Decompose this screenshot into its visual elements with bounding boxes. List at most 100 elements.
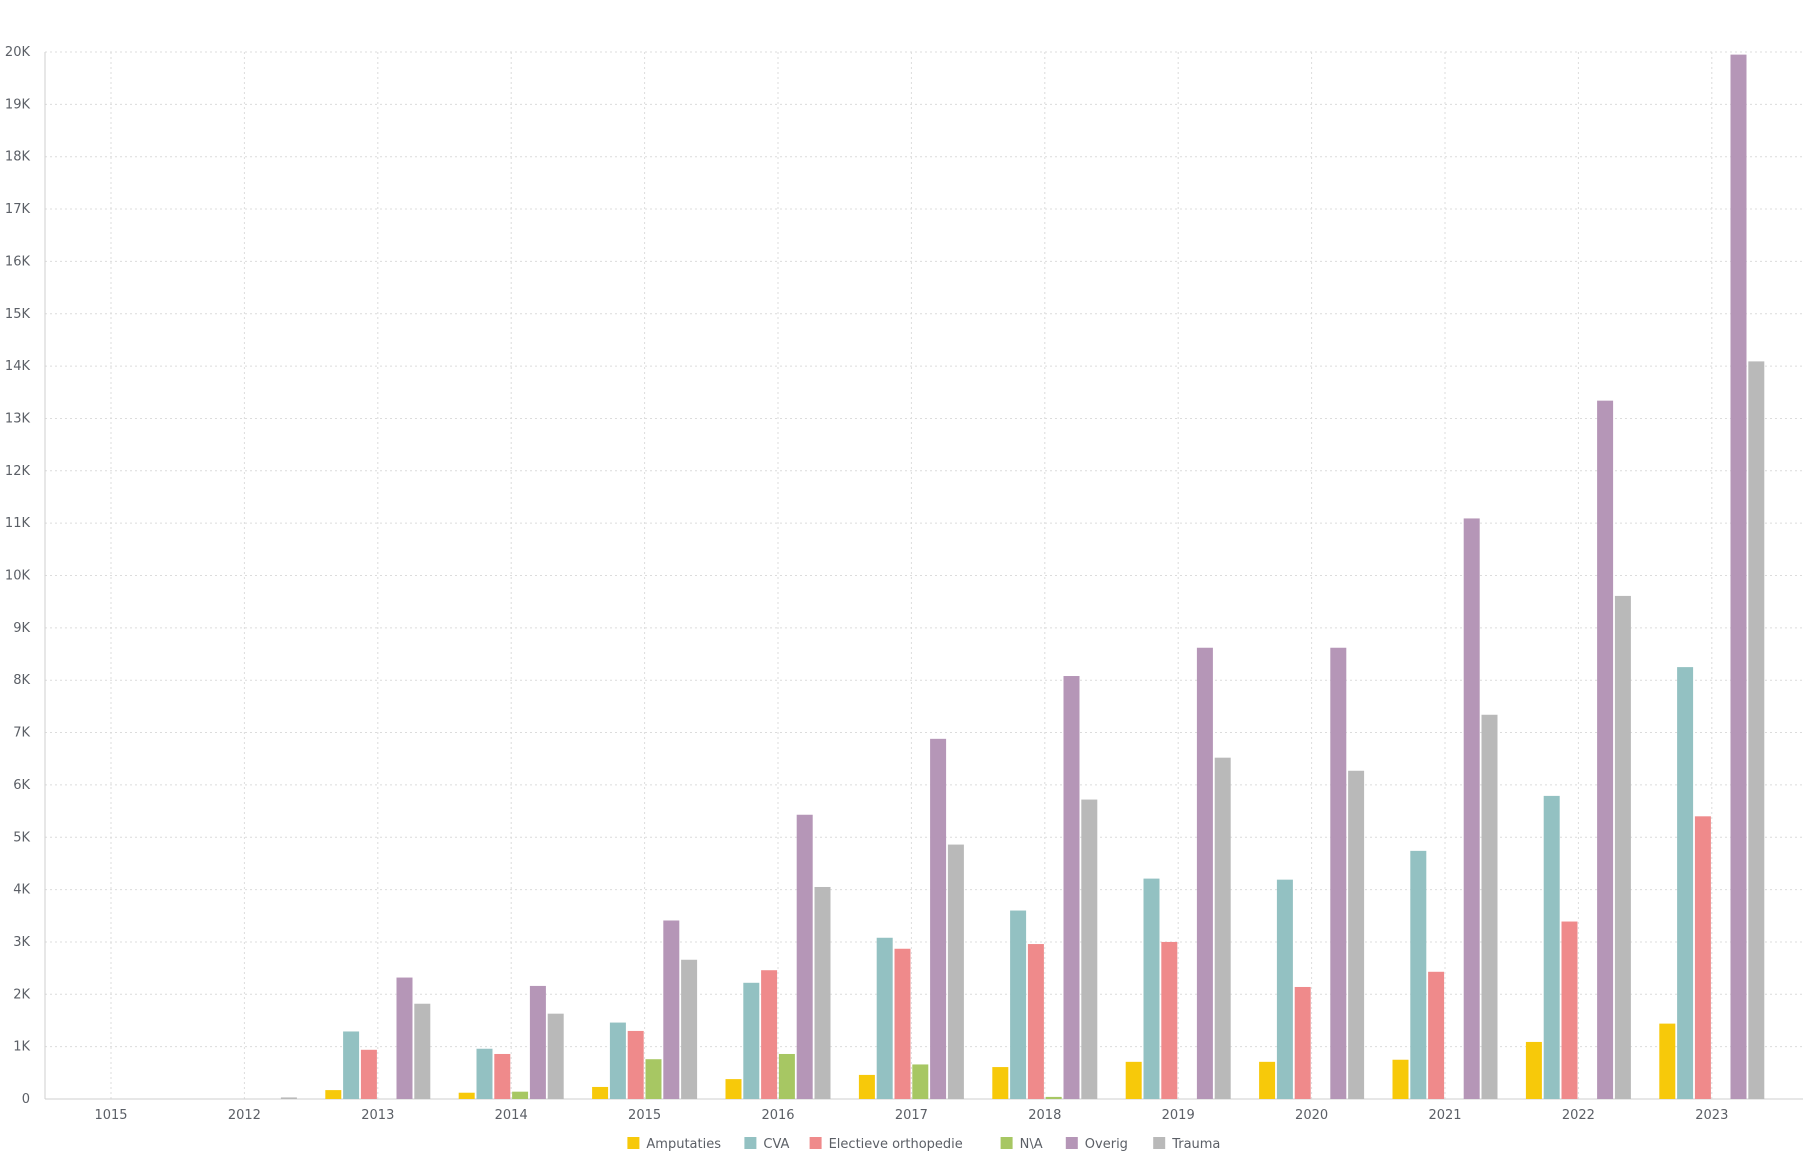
bar-amputaties-2014[interactable] <box>458 1092 475 1099</box>
bar-trauma-2012[interactable] <box>280 1097 297 1099</box>
y-tick-label: 6K <box>13 778 30 793</box>
bar-cva-2019[interactable] <box>1143 878 1160 1099</box>
bar-overig-2016[interactable] <box>796 814 813 1099</box>
bar-overig-2015[interactable] <box>663 920 680 1099</box>
y-tick-label: 16K <box>5 254 31 269</box>
bar-cva-2013[interactable] <box>343 1031 360 1099</box>
bar-overig-2018[interactable] <box>1063 676 1080 1099</box>
x-tick-label: 2021 <box>1428 1108 1461 1123</box>
bar-cva-2022[interactable] <box>1543 795 1560 1099</box>
bar-trauma-2019[interactable] <box>1214 757 1231 1099</box>
bar-amputaties-2017[interactable] <box>858 1074 875 1099</box>
y-tick-label: 12K <box>5 464 31 479</box>
bar-cva-2017[interactable] <box>876 937 893 1099</box>
legend-swatch <box>1153 1137 1166 1149</box>
y-axis-ticks: 0 1K 2K 3K 4K 5K 6K 7K 8K 9K 10K 11K 12K 13K 14K 15K 16K… <box>5 45 31 1107</box>
legend-item-cva[interactable]: CVA <box>744 1137 790 1152</box>
bar-amputaties-2015[interactable] <box>592 1086 609 1099</box>
bar-electieve-orthopedie-2017[interactable] <box>894 948 911 1099</box>
y-tick-label: 17K <box>5 202 31 217</box>
y-tick-label: 19K <box>5 97 31 112</box>
bar-electieve-orthopedie-2022[interactable] <box>1561 921 1578 1099</box>
bar-n-a-2017[interactable] <box>912 1064 929 1099</box>
bar-cva-2020[interactable] <box>1276 879 1293 1099</box>
bar-overig-2019[interactable] <box>1196 647 1213 1099</box>
bar-amputaties-2021[interactable] <box>1392 1059 1409 1099</box>
bar-trauma-2023[interactable] <box>1748 361 1765 1099</box>
gridlines <box>45 51 1803 1099</box>
bar-amputaties-2022[interactable] <box>1525 1041 1542 1099</box>
bar-n-a-2018[interactable] <box>1045 1096 1062 1099</box>
bar-electieve-orthopedie-2018[interactable] <box>1027 944 1044 1099</box>
legend-swatch <box>1000 1137 1013 1149</box>
x-tick-label: 2023 <box>1695 1108 1728 1123</box>
bar-electieve-orthopedie-2020[interactable] <box>1294 986 1311 1099</box>
x-tick-label: 1015 <box>94 1108 127 1123</box>
legend-item-electieve-orthopedie[interactable]: Electieve orthopedie <box>809 1137 963 1152</box>
bar-overig-2013[interactable] <box>396 977 413 1099</box>
y-tick-label: 8K <box>13 673 30 688</box>
x-tick-label: 2015 <box>628 1108 661 1123</box>
x-tick-label: 2022 <box>1562 1108 1595 1123</box>
x-tick-label: 2016 <box>761 1108 794 1123</box>
bar-overig-2020[interactable] <box>1330 647 1347 1099</box>
legend-label: Trauma <box>1171 1137 1220 1152</box>
bar-trauma-2014[interactable] <box>547 1013 564 1099</box>
bar-trauma-2015[interactable] <box>681 959 698 1099</box>
legend-item-amputaties[interactable]: Amputaties <box>627 1137 721 1152</box>
bar-overig-2014[interactable] <box>529 985 546 1099</box>
legend-item-n-a[interactable]: N\A <box>1000 1137 1043 1152</box>
legend-item-trauma[interactable]: Trauma <box>1153 1137 1220 1152</box>
bar-trauma-2018[interactable] <box>1081 799 1098 1099</box>
bar-electieve-orthopedie-2023[interactable] <box>1694 816 1711 1099</box>
bar-amputaties-2020[interactable] <box>1259 1061 1276 1099</box>
bar-electieve-orthopedie-2015[interactable] <box>627 1030 644 1099</box>
legend-label: CVA <box>763 1137 789 1152</box>
bar-cva-2016[interactable] <box>743 982 760 1099</box>
bar-amputaties-2016[interactable] <box>725 1079 742 1099</box>
bar-cva-2014[interactable] <box>476 1048 493 1099</box>
x-tick-label: 2014 <box>495 1108 528 1123</box>
y-tick-label: 18K <box>5 150 31 165</box>
bar-trauma-2020[interactable] <box>1348 770 1365 1099</box>
bar-electieve-orthopedie-2016[interactable] <box>761 970 778 1099</box>
bar-overig-2017[interactable] <box>930 738 947 1099</box>
bar-trauma-2016[interactable] <box>814 886 831 1099</box>
legend-swatch <box>744 1137 757 1149</box>
bar-overig-2022[interactable] <box>1597 400 1614 1099</box>
bar-amputaties-2018[interactable] <box>992 1067 1009 1099</box>
bar-trauma-2021[interactable] <box>1481 714 1498 1099</box>
bar-amputaties-2019[interactable] <box>1125 1061 1142 1099</box>
bar-cva-2015[interactable] <box>609 1022 626 1099</box>
bar-trauma-2022[interactable] <box>1614 595 1631 1099</box>
bar-electieve-orthopedie-2019[interactable] <box>1161 941 1178 1099</box>
x-tick-label: 2012 <box>228 1108 261 1123</box>
bar-electieve-orthopedie-2021[interactable] <box>1428 971 1445 1099</box>
bar-amputaties-2023[interactable] <box>1659 1023 1676 1099</box>
y-tick-label: 11K <box>5 516 31 531</box>
bar-n-a-2014[interactable] <box>512 1091 529 1099</box>
bar-cva-2021[interactable] <box>1410 850 1427 1099</box>
bar-electieve-orthopedie-2014[interactable] <box>494 1053 511 1099</box>
bar-overig-2023[interactable] <box>1730 54 1747 1099</box>
bar-amputaties-2013[interactable] <box>325 1090 342 1099</box>
bar-cva-2023[interactable] <box>1677 667 1694 1099</box>
bar-n-a-2016[interactable] <box>778 1053 795 1099</box>
legend-label: Electieve orthopedie <box>829 1137 963 1152</box>
x-tick-label: 2020 <box>1295 1108 1328 1123</box>
y-tick-label: 3K <box>13 935 30 950</box>
y-tick-label: 7K <box>13 726 30 741</box>
bar-trauma-2017[interactable] <box>947 844 964 1099</box>
y-tick-label: 20K <box>5 45 31 60</box>
legend-item-overig[interactable]: Overig <box>1065 1137 1128 1152</box>
bar-trauma-2013[interactable] <box>414 1003 431 1099</box>
bar-cva-2018[interactable] <box>1010 910 1027 1099</box>
axes <box>44 52 1803 1100</box>
bar-n-a-2015[interactable] <box>645 1059 662 1099</box>
legend-swatch <box>809 1137 822 1149</box>
bar-electieve-orthopedie-2013[interactable] <box>360 1049 377 1099</box>
bar-overig-2021[interactable] <box>1463 518 1480 1099</box>
legend-label: Overig <box>1085 1137 1128 1152</box>
y-tick-label: 1K <box>13 1040 30 1055</box>
